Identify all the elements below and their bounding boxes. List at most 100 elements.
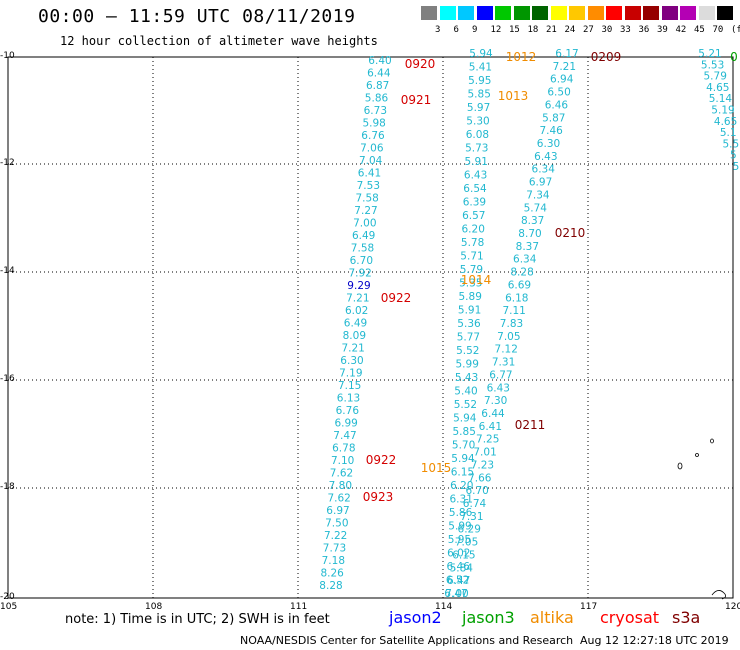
swh-value: 7.92: [348, 268, 371, 280]
swh-value: 6.87: [366, 80, 389, 92]
swh-value: 7.22: [324, 530, 347, 542]
swh-value: 6.44: [367, 68, 391, 80]
swh-value: 6.30: [537, 138, 560, 150]
legend-label: (ft): [731, 25, 740, 35]
swh-value: 6.18: [505, 292, 528, 304]
swh-value: 5.98: [362, 118, 385, 130]
lon-tick-label: 111: [290, 602, 308, 612]
swh-value: 6.97: [326, 505, 349, 517]
swh-value: 7.58: [351, 243, 374, 255]
swh-value: 4.65: [706, 82, 729, 94]
legend-swatch: [661, 6, 678, 20]
swh-value: 5.89: [459, 291, 482, 303]
satellite-name-altika: altika: [530, 608, 574, 627]
satellite-name-jason2: jason2: [389, 608, 442, 627]
swh-value: 8.28: [510, 267, 533, 279]
credit-text: NOAA/NESDIS Center for Satellite Applica…: [240, 634, 574, 647]
swh-value: 5.40: [454, 386, 477, 398]
satellite-name-s3a: s3a: [672, 608, 701, 627]
legend-swatch: [495, 6, 511, 20]
swh-value: 5.86: [365, 93, 389, 105]
swh-value: 6.20: [450, 480, 473, 492]
swh-value: 5.52: [456, 345, 479, 357]
lon-tick-label: 114: [435, 602, 453, 612]
swh-value: 6.02: [447, 548, 470, 560]
legend-swatch: [624, 6, 641, 20]
swh-value: 6.41: [358, 168, 381, 180]
swh-value: 5.86: [449, 507, 473, 519]
pass-time-label: 0923: [363, 490, 394, 504]
swh-value: 6.46: [545, 99, 569, 111]
swh-value: 5.14: [709, 93, 733, 105]
legend-label: 70: [712, 25, 724, 35]
pass-time-label: 1015: [421, 461, 452, 475]
island-shape: [677, 462, 683, 470]
swh-value: 5.43: [455, 372, 478, 384]
swh-value: 7.31: [460, 511, 483, 523]
swh-value: 6.49: [344, 318, 367, 330]
swh-value: 5.79: [460, 264, 483, 276]
swh-value: 5.71: [460, 251, 483, 263]
swh-value: 7.11: [502, 305, 525, 317]
swh-value: 6.49: [352, 230, 375, 242]
swh-value: 5.95: [468, 75, 491, 87]
swh-value: 5.74: [524, 202, 548, 214]
legend-label: 3: [435, 25, 441, 35]
satellite-name-jason3: jason3: [462, 608, 515, 627]
swh-value: 5.99: [448, 521, 471, 533]
swh-value: 7.00: [445, 588, 468, 600]
swh-value: 6.47: [447, 575, 470, 587]
page-title: 00:00 – 11:59 UTC 08/11/2019: [38, 6, 356, 27]
pass-time-label: 0210: [555, 226, 586, 240]
legend-label: 18: [527, 25, 539, 35]
swh-value: 5.91: [465, 156, 488, 168]
swh-value: 6.43: [464, 170, 487, 182]
swh-value: 5.94: [453, 413, 477, 425]
legend-label: 42: [675, 25, 687, 35]
legend-swatch: [421, 6, 437, 20]
swh-value: 5: [730, 150, 737, 162]
lat-tick-label: -14: [0, 266, 15, 276]
swh-value: 5.35: [459, 278, 482, 290]
swh-value: 6.77: [489, 369, 512, 381]
legend-label: 6: [453, 25, 459, 35]
swh-value: 6.74: [463, 498, 487, 510]
pass-time-label: 0921: [401, 93, 432, 107]
swh-value: 7.00: [353, 218, 376, 230]
swh-value: 7.18: [322, 555, 345, 567]
swh-value: 8.28: [319, 580, 342, 592]
pass-time-label: 0922: [381, 291, 412, 305]
coastline-shape: [711, 590, 726, 600]
swh-value: 5: [733, 161, 740, 173]
swh-value: 7.62: [327, 493, 350, 505]
legend-swatch: [643, 6, 659, 20]
swh-value: 7.53: [357, 180, 380, 192]
swh-value: 5.91: [458, 305, 481, 317]
lat-tick-label: -16: [0, 374, 15, 384]
swh-value: 6.57: [462, 210, 485, 222]
page-subtitle: 12 hour collection of altimeter wave hei…: [60, 34, 378, 48]
swh-value: 5.84: [450, 562, 474, 574]
swh-value: 7.47: [333, 430, 356, 442]
swh-value: 7.21: [553, 61, 576, 73]
swh-value: 6.99: [334, 418, 357, 430]
swh-value: 6.50: [547, 87, 570, 99]
swh-value: 7.05: [497, 331, 520, 343]
pass-time-label: 1014: [461, 273, 492, 287]
swh-value: 6.08: [466, 129, 489, 141]
legend-label: 33: [620, 25, 631, 35]
pass-time-label: 1013: [498, 89, 529, 103]
swh-value: 5.78: [461, 237, 484, 249]
swh-value: 5.99: [456, 359, 479, 371]
swh-value: 8.70: [518, 228, 541, 240]
swh-value: 5.1: [720, 127, 737, 139]
legend-label: 39: [657, 25, 668, 35]
swh-value: 7.01: [473, 447, 496, 459]
swh-value: 6.70: [465, 485, 488, 497]
swh-value: 7.21: [346, 293, 369, 305]
legend-swatch: [458, 6, 474, 20]
swh-value: 6.43: [534, 151, 557, 163]
swh-value: 6.97: [529, 177, 552, 189]
swh-value: 6.02: [345, 305, 368, 317]
